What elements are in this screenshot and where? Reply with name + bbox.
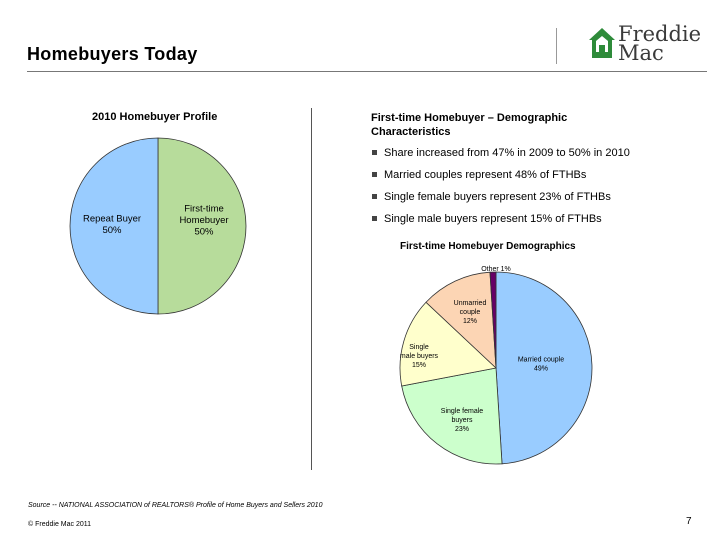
pie-slice-first-time bbox=[157, 137, 247, 315]
demographics-chart-title: First-time Homebuyer Demographics bbox=[400, 241, 576, 252]
bullet-icon bbox=[372, 172, 377, 177]
pie-slice-married-couple bbox=[495, 271, 593, 465]
right-heading-line-2: Characteristics bbox=[371, 126, 451, 138]
bullet-text: Single female buyers represent 23% of FT… bbox=[384, 191, 611, 203]
page-number: 7 bbox=[686, 516, 692, 527]
slice-label-repeat-buyer: Repeat Buyer 50% bbox=[83, 213, 141, 236]
source-note: Source -- NATIONAL ASSOCIATION of REALTO… bbox=[28, 502, 323, 509]
logo-separator bbox=[556, 28, 557, 64]
right-panel-heading: First-time Homebuyer – Demographic Chara… bbox=[371, 111, 631, 139]
pie-slice-repeat-buyer bbox=[69, 137, 159, 315]
panel-divider bbox=[311, 108, 312, 470]
bullet-icon bbox=[372, 194, 377, 199]
pie-slice-unmarried bbox=[425, 271, 497, 369]
title-divider bbox=[27, 71, 707, 72]
right-heading-line-1: First-time Homebuyer – Demographic bbox=[371, 112, 568, 124]
bullet-icon bbox=[372, 150, 377, 155]
bullet-icon bbox=[372, 216, 377, 221]
slice-label-single: Single male buyers 15% bbox=[400, 344, 439, 369]
page-title: Homebuyers Today bbox=[27, 44, 198, 64]
list-item: Married couples represent 48% of FTHBs bbox=[372, 167, 712, 189]
slice-label-single-female: Single female buyers 23% bbox=[441, 408, 484, 433]
copyright: © Freddie Mac 2011 bbox=[28, 521, 92, 528]
slice-label-married-couple: Married couple 49% bbox=[518, 357, 564, 373]
freddie-mac-logo: Freddie Mac bbox=[588, 24, 708, 68]
slice-label-first-time: First-time Homebuyer 50% bbox=[179, 204, 228, 238]
characteristics-list: Share increased from 47% in 2009 to 50% … bbox=[372, 145, 712, 233]
pie-slice-other-1 bbox=[489, 271, 497, 369]
bullet-text: Married couples represent 48% of FTHBs bbox=[384, 169, 587, 181]
logo-word-mac: Mac bbox=[618, 41, 664, 65]
fthb-demographics-pie-chart: Married couple 49% Single female buyers 23% S… bbox=[399, 266, 593, 465]
pie-slice-single-female bbox=[401, 367, 503, 465]
bullet-text: Share increased from 47% in 2009 to 50% … bbox=[384, 147, 630, 159]
list-item: Share increased from 47% in 2009 to 50% … bbox=[372, 145, 712, 167]
slice-label-unmarried: Unmarried couple 12% bbox=[454, 300, 487, 325]
list-item: Single female buyers represent 23% of FT… bbox=[372, 189, 712, 211]
list-item: Single male buyers represent 15% of FTHB… bbox=[372, 211, 712, 233]
homebuyer-profile-pie-chart: First-time Homebuyer 50% Repeat Buyer 50% bbox=[69, 137, 247, 315]
pie-slice-single bbox=[399, 301, 497, 387]
house-icon bbox=[589, 28, 615, 58]
slice-label-other-1: Other 1% bbox=[481, 266, 511, 273]
bullet-text: Single male buyers represent 15% of FTHB… bbox=[384, 213, 602, 225]
logo-word-freddie: Freddie bbox=[618, 22, 702, 46]
left-chart-heading: 2010 Homebuyer Profile bbox=[92, 111, 218, 123]
